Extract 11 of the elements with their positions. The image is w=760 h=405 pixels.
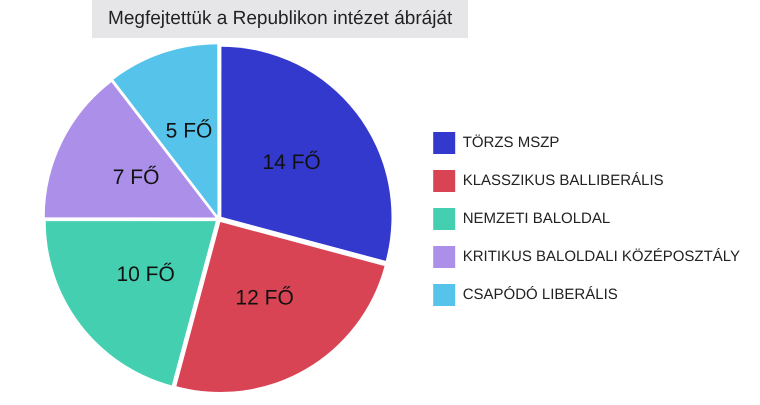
legend-label: NEMZETI BALOLDAL (462, 210, 610, 228)
data-label: 5 FŐ (166, 118, 212, 143)
legend-label: CSAPÓDÓ LIBERÁLIS (462, 285, 618, 304)
data-label: 7 FŐ (112, 165, 160, 190)
data-label: 14 FŐ (262, 150, 321, 174)
legend-label: KLASSZIKUS BALLIBERÁLIS (462, 171, 664, 190)
data-label: 12 FŐ (235, 285, 294, 310)
legend-label: KRITIKUS BALOLDALI KÖZÉPOSZTÁLY (462, 247, 740, 266)
chart-title: Megfejtettük a Republikon intézet ábráját (92, 0, 468, 38)
legend-label: TÖRZS MSZP (462, 134, 560, 152)
data-label: 10 FŐ (116, 262, 175, 286)
